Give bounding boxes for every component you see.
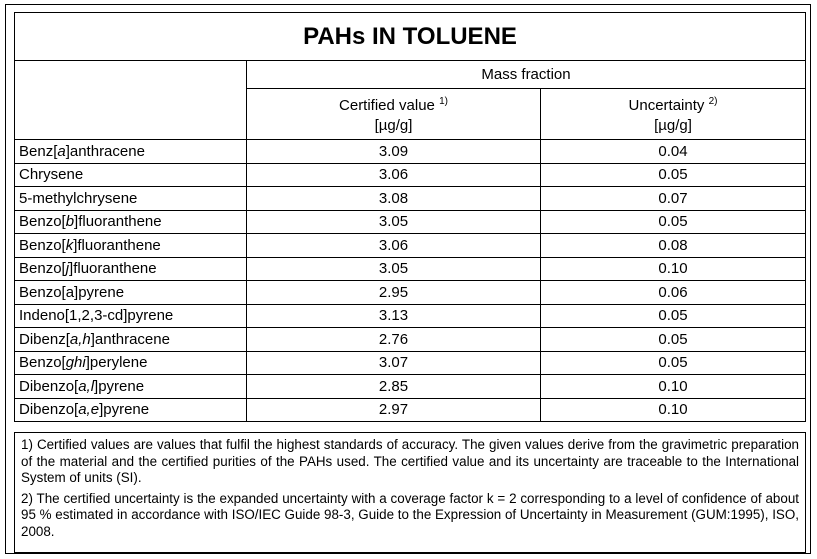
compound-name: Benzo[ghi]perylene <box>14 350 247 375</box>
name-part: Benzo[ <box>19 213 66 231</box>
certified-value: 2.85 <box>246 374 541 399</box>
data-row: Benzo[k]fluoranthene 3.06 0.08 <box>14 233 806 258</box>
footnote: 2) The certified uncertainty is the expa… <box>21 490 799 539</box>
certified-value: 3.09 <box>246 139 541 164</box>
certified-value: 2.97 <box>246 397 541 422</box>
name-part: ]pyrene <box>99 401 150 419</box>
data-row: Indeno[1,2,3-cd]pyrene 3.13 0.05 <box>14 303 806 328</box>
empty-cell <box>14 60 247 140</box>
certified-value: 3.05 <box>246 209 541 234</box>
footnotes: 1) Certified values are values that fulf… <box>14 432 806 553</box>
data-row: Benzo[a]pyrene 2.95 0.06 <box>14 280 806 305</box>
name-part: k <box>65 236 74 254</box>
data-row: Dibenzo[a,l]pyrene 2.85 0.10 <box>14 374 806 399</box>
compound-name: Benzo[k]fluoranthene <box>14 233 247 258</box>
name-part: ]fluoranthene <box>69 260 157 278</box>
uncertainty-value: 0.07 <box>540 186 806 211</box>
compound-name: Dibenzo[a,e]pyrene <box>14 397 247 422</box>
certified-value: 2.76 <box>246 327 541 352</box>
name-part: Benzo[ <box>19 260 66 278</box>
name-part: a,h <box>69 330 91 348</box>
name-part: Dibenzo[ <box>19 401 79 419</box>
group-row: Mass fraction <box>14 60 806 140</box>
certified-value: 3.06 <box>246 233 541 258</box>
column-header-row: Certified value 1) [µg/g] Uncertainty 2) [… <box>15 88 806 140</box>
certified-value: 2.95 <box>246 280 541 305</box>
name-part: Benzo[ <box>19 354 66 372</box>
header-unit: [µg/g] <box>374 117 413 134</box>
uncertainty-value: 0.05 <box>540 327 806 352</box>
column-header: Uncertainty 2) [µg/g] <box>540 88 806 140</box>
data-row: Dibenzo[a,e]pyrene 2.97 0.10 <box>14 397 806 422</box>
uncertainty-value: 0.05 <box>540 209 806 234</box>
uncertainty-value: 0.10 <box>540 374 806 399</box>
name-part: ]anthracene <box>65 142 145 160</box>
certified-value: 3.06 <box>246 162 541 187</box>
header-note: 2) <box>708 96 718 107</box>
name-part: ]fluoranthene <box>73 236 161 254</box>
certified-value: 3.05 <box>246 256 541 281</box>
data-row: Benzo[b]fluoranthene 3.05 0.05 <box>14 209 806 234</box>
name-part: a <box>57 142 66 160</box>
footnote: 1) Certified values are values that fulf… <box>21 437 799 485</box>
compound-name: Benz[a]anthracene <box>14 139 247 164</box>
compound-name: Dibenz[a,h]anthracene <box>14 327 247 352</box>
name-part: ]fluoranthene <box>74 213 162 231</box>
compound-name: Benzo[a]pyrene <box>14 280 247 305</box>
name-part: Chrysene <box>19 166 84 184</box>
uncertainty-value: 0.05 <box>540 303 806 328</box>
name-part: Indeno[1,2,3-cd]pyrene <box>19 307 174 325</box>
uncertainty-value: 0.05 <box>540 162 806 187</box>
header-label: Certified value <box>339 97 435 114</box>
pah-table: PAHs IN TOLUENE Mass fraction Certified … <box>14 12 806 422</box>
name-part: ]anthracene <box>90 330 170 348</box>
data-row: 5-methylchrysene 3.08 0.07 <box>14 186 806 211</box>
uncertainty-value: 0.10 <box>540 397 806 422</box>
header-label: Uncertainty <box>628 97 705 114</box>
name-part: 5-methylchrysene <box>19 189 138 207</box>
compound-name: Indeno[1,2,3-cd]pyrene <box>14 303 247 328</box>
uncertainty-value: 0.06 <box>540 280 806 305</box>
name-part: ghi <box>65 354 86 372</box>
certified-value: 3.07 <box>246 350 541 375</box>
header-unit: [µg/g] <box>654 117 692 134</box>
data-row: Benz[a]anthracene 3.09 0.04 <box>14 139 806 164</box>
name-part: Dibenz[ <box>19 330 70 348</box>
title-row: PAHs IN TOLUENE <box>14 12 806 61</box>
name-part: ]perylene <box>85 354 148 372</box>
compound-name: Benzo[j]fluoranthene <box>14 256 247 281</box>
compound-name: Chrysene <box>14 162 247 187</box>
data-row: Chrysene 3.06 0.05 <box>14 162 806 187</box>
name-part: Benz[ <box>19 142 58 160</box>
table-title: PAHs IN TOLUENE <box>14 12 806 61</box>
column-header: Certified value 1) [µg/g] <box>246 88 541 140</box>
certified-value: 3.08 <box>246 186 541 211</box>
data-row: Benzo[j]fluoranthene 3.05 0.10 <box>14 256 806 281</box>
name-part: Benzo[ <box>19 236 66 254</box>
compound-name: Dibenzo[a,l]pyrene <box>14 374 247 399</box>
name-part: j <box>65 260 70 278</box>
name-part: Benzo[a]pyrene <box>19 283 125 301</box>
name-part: a,e <box>78 401 100 419</box>
data-row: Dibenz[a,h]anthracene 2.76 0.05 <box>14 327 806 352</box>
header-note: 1) <box>439 96 448 107</box>
uncertainty-value: 0.05 <box>540 350 806 375</box>
certified-value: 3.13 <box>246 303 541 328</box>
table-body: PAHs IN TOLUENE Mass fraction Certified … <box>14 12 806 422</box>
compound-name: Benzo[b]fluoranthene <box>14 209 247 234</box>
name-part: Dibenzo[ <box>19 377 79 395</box>
frame: PAHs IN TOLUENE Mass fraction Certified … <box>5 4 811 554</box>
name-part: a,l <box>78 377 95 395</box>
uncertainty-value: 0.04 <box>540 139 806 164</box>
uncertainty-value: 0.08 <box>540 233 806 258</box>
name-part: ]pyrene <box>94 377 145 395</box>
name-part: b <box>65 213 75 231</box>
group-header: Mass fraction <box>246 60 806 89</box>
uncertainty-value: 0.10 <box>540 256 806 281</box>
compound-name: 5-methylchrysene <box>14 186 247 211</box>
data-row: Benzo[ghi]perylene 3.07 0.05 <box>14 350 806 375</box>
